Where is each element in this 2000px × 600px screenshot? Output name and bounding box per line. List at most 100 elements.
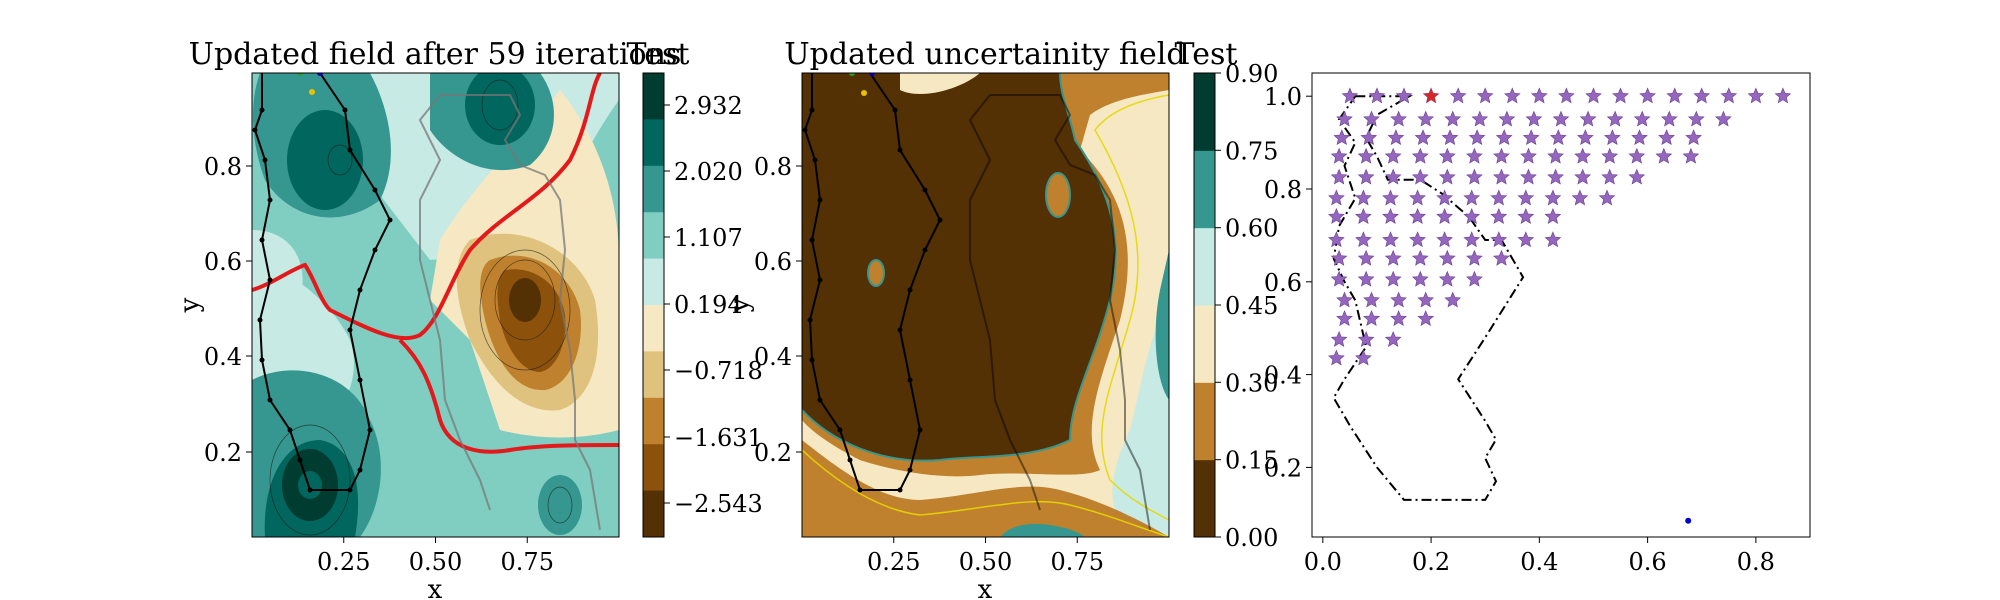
candidate-star xyxy=(1682,147,1700,164)
field-xtick-label: 0.75 xyxy=(501,548,554,576)
candidate-star xyxy=(1606,110,1624,127)
candidate-star xyxy=(1355,208,1372,224)
candidate-star xyxy=(1368,87,1386,104)
candidate-star xyxy=(1417,291,1435,308)
candidate-star xyxy=(1498,110,1516,127)
uncertainty-heatmap xyxy=(802,73,1169,537)
candidate-star xyxy=(1476,87,1494,104)
candidate-star xyxy=(1438,270,1456,287)
uncertainty-x-ticks: 0.25 0.50 0.75 xyxy=(867,537,1104,576)
candidate-star xyxy=(1328,349,1345,366)
uncertainty-boundary xyxy=(802,73,1117,462)
candidate-star xyxy=(1328,208,1345,224)
candidate-star xyxy=(1357,331,1375,347)
uncertainty-contour-lines xyxy=(802,94,1169,537)
candidate-star xyxy=(1685,129,1702,146)
candidate-star xyxy=(1438,147,1456,164)
candidate-star xyxy=(1468,129,1486,146)
field-colorbar-ticks: 2.932 2.020 1.107 0.194 −0.718 −1.631 −2… xyxy=(664,92,763,518)
uncertainty-hole xyxy=(867,259,885,287)
candidate-star xyxy=(1549,129,1567,146)
candidate-star xyxy=(1360,129,1378,146)
target-marker xyxy=(309,89,315,95)
candidate-star xyxy=(1490,208,1508,224)
x-tick-label: 0.6 xyxy=(1629,548,1667,576)
candidate-star xyxy=(1438,168,1456,185)
gray-path xyxy=(990,94,1151,531)
candidate-star xyxy=(1341,87,1359,104)
candidate-star xyxy=(1466,147,1483,164)
colorbar-band xyxy=(643,212,664,260)
panel-field: Updated field after 59 iterations x y 0.… xyxy=(175,37,763,600)
agent-marker xyxy=(869,73,875,76)
candidate-star xyxy=(1585,87,1602,104)
start-marker xyxy=(297,73,303,76)
candidate-star xyxy=(1601,168,1619,185)
field-heatmap xyxy=(252,73,619,537)
candidate-star xyxy=(1493,147,1510,164)
start-marker xyxy=(849,73,855,76)
red-contour-line xyxy=(398,338,619,454)
uncertainty-colorbar-tick-label: 0.90 xyxy=(1225,60,1278,88)
candidate-star xyxy=(1355,349,1372,366)
field-xlabel: x xyxy=(428,575,443,600)
candidate-star xyxy=(1436,231,1453,248)
candidate-star xyxy=(1579,110,1597,127)
candidate-star xyxy=(1384,249,1402,266)
candidate-star xyxy=(1522,129,1540,146)
uncertainty-ytick-label: 0.2 xyxy=(754,439,792,467)
y-tick-label: 0.6 xyxy=(1264,269,1302,297)
uncertainty-region xyxy=(1000,523,1085,537)
candidate-star xyxy=(1720,87,1738,104)
candidate-star xyxy=(1577,129,1594,146)
uncertainty-xtick-label: 0.25 xyxy=(867,548,920,576)
agent-marker xyxy=(317,73,323,76)
uncertainty-colorbar-tick-label: 0.75 xyxy=(1225,137,1278,165)
colorbar-band xyxy=(643,444,664,492)
candidate-star xyxy=(1604,129,1621,146)
special-markers xyxy=(1423,88,1692,524)
colorbar-band xyxy=(1194,305,1215,383)
candidate-star xyxy=(1471,110,1489,127)
candidate-star xyxy=(1363,310,1380,327)
candidate-star xyxy=(1330,270,1348,287)
y-tick-label: 1.0 xyxy=(1264,83,1302,111)
candidate-star xyxy=(1547,147,1564,164)
field-ylabel: y xyxy=(175,297,205,313)
field-region xyxy=(465,73,535,145)
candidate-star xyxy=(1355,189,1372,206)
candidate-star xyxy=(1544,189,1562,206)
black-path-waypoints xyxy=(802,107,943,493)
candidate-star xyxy=(1357,270,1375,287)
colorbar-band xyxy=(1194,150,1215,229)
field-region xyxy=(287,110,363,210)
candidate-star xyxy=(1503,87,1521,104)
uncertainty-colorbar: Test 0.00 0.15 0.30 0.45 0.60 0.75 0.90 xyxy=(1175,37,1279,552)
candidate-star xyxy=(1390,310,1407,327)
candidate-star xyxy=(1493,249,1510,266)
candidate-star xyxy=(1336,310,1353,327)
candidate-star xyxy=(1639,87,1656,104)
candidate-star xyxy=(1409,231,1426,248)
gray-path xyxy=(968,94,1041,511)
field-colorbar-tick-label: −2.543 xyxy=(674,490,763,518)
candidate-star xyxy=(1520,168,1537,185)
candidate-star xyxy=(1436,189,1453,206)
candidate-star xyxy=(1384,168,1402,185)
candidate-star xyxy=(1355,231,1372,248)
candidate-star xyxy=(1382,189,1399,206)
candidate-star xyxy=(1774,87,1792,104)
candidate-star xyxy=(1517,231,1535,248)
field-ytick-label: 0.2 xyxy=(204,439,242,467)
candidate-star xyxy=(1517,189,1535,206)
field-y-ticks: 0.2 0.4 0.6 0.8 xyxy=(204,153,252,467)
uncertainty-region xyxy=(1155,250,1169,400)
candidate-star xyxy=(1441,129,1459,146)
candidate-star xyxy=(1687,110,1705,127)
candidate-star xyxy=(1547,168,1564,185)
candidate-star xyxy=(1490,231,1508,248)
candidate-star xyxy=(1384,331,1402,347)
candidate-star xyxy=(1390,110,1407,127)
candidate-star xyxy=(1633,110,1651,127)
candidate-star xyxy=(1357,249,1375,266)
